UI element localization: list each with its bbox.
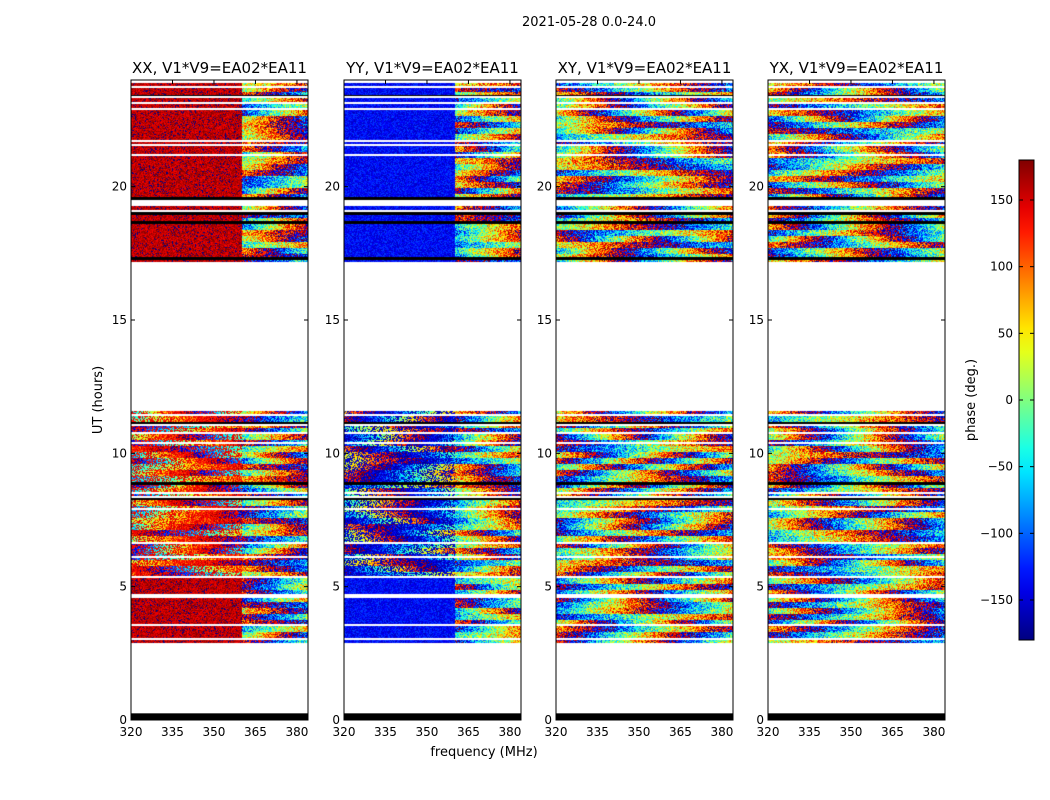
data-strip	[344, 713, 521, 720]
colorbar-tick-label: −100	[980, 526, 1013, 540]
x-tick-label: 320	[333, 725, 356, 739]
y-tick-label: 0	[544, 713, 552, 727]
y-tick-label: 5	[756, 580, 764, 594]
x-tick-label: 320	[120, 725, 143, 739]
colorbar-tick-label: 150	[990, 193, 1013, 207]
y-tick-label: 0	[756, 713, 764, 727]
phase-image	[768, 80, 945, 720]
y-tick-label: 5	[119, 580, 127, 594]
y-tick-label: 10	[537, 446, 552, 460]
x-tick-label: 380	[922, 725, 945, 739]
y-tick-label: 5	[544, 580, 552, 594]
panel-frame	[555, 79, 734, 721]
y-axis-label: UT (hours)	[91, 366, 106, 434]
colorbar-label: phase (deg.)	[964, 359, 979, 441]
panel-frame	[343, 79, 522, 721]
x-tick-label: 335	[798, 725, 821, 739]
x-tick-label: 335	[161, 725, 184, 739]
panel-title: YY, V1*V9=EA02*EA11	[345, 59, 519, 77]
y-tick-label: 10	[749, 446, 764, 460]
x-tick-label: 350	[840, 725, 863, 739]
colorbar-tick-label: 100	[990, 260, 1013, 274]
phase-image	[344, 80, 521, 720]
phase-image	[556, 80, 733, 720]
y-tick-label: 20	[537, 180, 552, 194]
y-tick-label: 15	[537, 313, 552, 327]
panels: XX, V1*V9=EA02*EA11 320 335 350 365 380 0 5 10 15…	[112, 59, 946, 739]
y-tick-label: 5	[332, 580, 340, 594]
x-tick-label: 350	[203, 725, 226, 739]
colorbar-tick-label: 0	[1005, 393, 1013, 407]
colorbar-tick-label: −50	[988, 460, 1013, 474]
panel-yy: YY, V1*V9=EA02*EA11 320 335 350 365 380 0 5 10 15…	[325, 59, 522, 739]
phase-image	[131, 80, 308, 720]
y-tick-label: 0	[332, 713, 340, 727]
x-tick-label: 380	[710, 725, 733, 739]
panel-title: YX, V1*V9=EA02*EA11	[769, 59, 944, 77]
x-tick-label: 365	[244, 725, 267, 739]
figure-title: 2021-05-28 0.0-24.0	[522, 15, 656, 30]
panel-xy: XY, V1*V9=EA02*EA11 320 335 350 365 380 0 5 10 15…	[537, 59, 734, 739]
data-strip	[768, 713, 945, 720]
x-tick-label: 335	[374, 725, 397, 739]
y-tick-label: 0	[119, 713, 127, 727]
colorbar: −150 −100 −50 0 50 100 150	[980, 159, 1035, 641]
x-tick-label: 380	[498, 725, 521, 739]
y-tick-label: 15	[112, 313, 127, 327]
x-tick-label: 320	[545, 725, 568, 739]
data-strip	[131, 713, 308, 720]
y-tick-label: 10	[325, 446, 340, 460]
y-tick-label: 15	[325, 313, 340, 327]
panel-frame	[130, 79, 309, 721]
x-tick-label: 365	[881, 725, 904, 739]
panel-title: XY, V1*V9=EA02*EA11	[558, 59, 732, 77]
y-tick-label: 20	[749, 180, 764, 194]
panel-xx: XX, V1*V9=EA02*EA11 320 335 350 365 380 0 5 10 15…	[112, 59, 309, 739]
x-tick-label: 335	[586, 725, 609, 739]
x-tick-label: 320	[757, 725, 780, 739]
x-tick-label: 365	[457, 725, 480, 739]
y-tick-label: 15	[749, 313, 764, 327]
data-strip	[556, 713, 733, 720]
x-axis-label: frequency (MHz)	[430, 745, 537, 760]
panel-title: XX, V1*V9=EA02*EA11	[132, 59, 307, 77]
x-tick-label: 365	[669, 725, 692, 739]
colorbar-tick-label: −150	[980, 593, 1013, 607]
y-tick-label: 20	[325, 180, 340, 194]
x-tick-label: 380	[285, 725, 308, 739]
x-tick-label: 350	[628, 725, 651, 739]
x-tick-label: 350	[416, 725, 439, 739]
y-tick-label: 10	[112, 446, 127, 460]
colorbar-tick-label: 50	[998, 326, 1013, 340]
panel-frame	[767, 79, 946, 721]
y-tick-label: 20	[112, 180, 127, 194]
panel-yx: YX, V1*V9=EA02*EA11 320 335 350 365 380 0 5 10 15…	[749, 59, 946, 739]
